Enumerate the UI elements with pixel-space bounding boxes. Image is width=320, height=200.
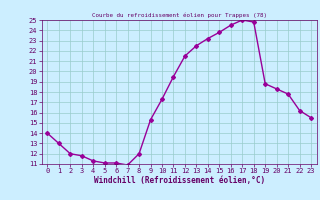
X-axis label: Windchill (Refroidissement éolien,°C): Windchill (Refroidissement éolien,°C) [94, 176, 265, 185]
Title: Courbe du refroidissement éolien pour Trappes (78): Courbe du refroidissement éolien pour Tr… [92, 13, 267, 18]
